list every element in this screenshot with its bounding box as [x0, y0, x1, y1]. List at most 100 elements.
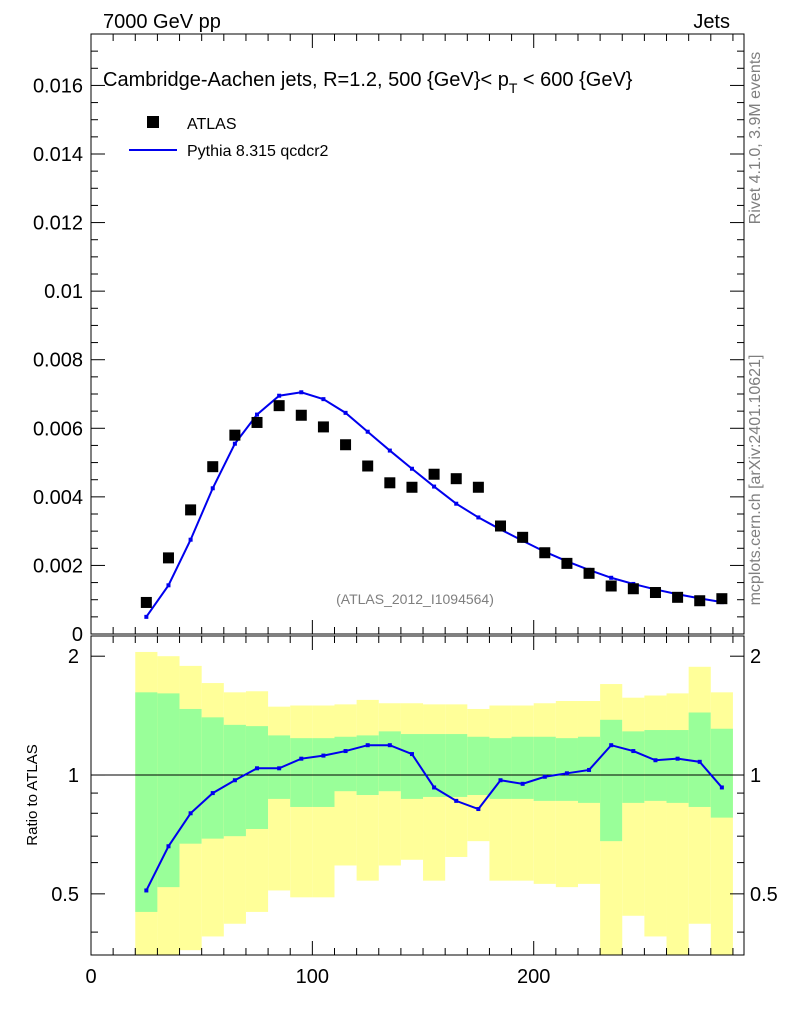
- ratio-mc-point: [653, 758, 658, 763]
- ratio-y-tick-label-left: 1: [68, 765, 79, 787]
- atlas-data-series: [140, 400, 728, 608]
- mc-point: [454, 501, 459, 506]
- mc-point: [232, 441, 237, 446]
- ratio-mc-point: [188, 811, 193, 816]
- mc-point: [609, 575, 614, 580]
- ratio-mc-point: [277, 766, 282, 771]
- legend-mc-label: Pythia 8.315 qcdcr2: [187, 143, 329, 160]
- atlas-data-point: [273, 400, 285, 412]
- atlas-data-point: [295, 409, 307, 421]
- atlas-data-point: [251, 416, 263, 428]
- band-inner-bin: [644, 730, 667, 801]
- ratio-mc-point: [387, 743, 392, 748]
- ratio-y-tick-label-right: 1: [750, 765, 761, 787]
- ratio-mc-point: [299, 756, 304, 761]
- y-tick-label: 0.004: [33, 487, 83, 509]
- band-inner-bin: [555, 738, 578, 801]
- x-tick-label: 100: [296, 966, 329, 988]
- band-inner-bin: [533, 736, 556, 801]
- band-inner-bin: [312, 738, 335, 807]
- ratio-mc-point: [166, 844, 171, 849]
- atlas-data-point: [539, 547, 551, 559]
- chart-title: Cambridge-Aachen jets, R=1.2, 500 {GeV}<…: [103, 69, 633, 96]
- mc-point: [299, 390, 304, 395]
- main-plot-frame: [90, 33, 745, 635]
- atlas-data-point: [694, 595, 706, 607]
- band-inner-bin: [356, 735, 379, 796]
- ratio-mc-point: [476, 807, 481, 812]
- y-tick-label: 0.012: [33, 213, 83, 235]
- ratio-uncertainty-bands: [135, 651, 733, 955]
- band-outer-bin: [622, 697, 645, 916]
- ratio-mc-point: [498, 778, 503, 783]
- x-tick-label: 200: [517, 966, 550, 988]
- band-inner-bin: [511, 736, 534, 799]
- mc-point: [210, 486, 215, 491]
- mc-point: [188, 537, 193, 542]
- chart-title-main: Cambridge-Aachen jets, R=1.2, 500 {GeV}<…: [103, 69, 509, 91]
- ratio-mc-point: [432, 785, 437, 790]
- band-inner-bin: [157, 693, 180, 888]
- y-tick-label: 0.008: [33, 350, 83, 372]
- atlas-data-point: [317, 421, 329, 433]
- atlas-data-point: [561, 557, 573, 569]
- ratio-mc-point: [232, 778, 237, 783]
- tick-labels: 0 0.002 0.004 0.006 0.008 0.01 0.012 0.014 0.016…: [33, 75, 778, 988]
- atlas-data-point: [340, 439, 352, 451]
- mc-point: [476, 515, 481, 520]
- ratio-mc-point: [631, 749, 636, 754]
- axis-ticks: [90, 34, 744, 955]
- atlas-data-point: [162, 552, 174, 564]
- atlas-data-point: [605, 580, 617, 592]
- mcplots-label: mcplots.cern.ch [arXiv:2401.10621]: [747, 355, 764, 606]
- atlas-data-point: [450, 473, 462, 485]
- band-inner-bin: [179, 708, 202, 844]
- legend-data-label: ATLAS: [187, 116, 237, 133]
- x-tick-label: 0: [85, 966, 96, 988]
- mc-point: [321, 397, 326, 402]
- ratio-mc-point: [144, 888, 149, 893]
- chart-title-subscript: T: [509, 80, 518, 96]
- atlas-data-point: [716, 593, 728, 605]
- ratio-mc-point: [675, 756, 680, 761]
- atlas-data-point: [229, 429, 241, 441]
- ratio-mc-point: [564, 771, 569, 776]
- band-inner-bin: [378, 731, 401, 792]
- atlas-data-point: [362, 460, 374, 472]
- y-tick-label: 0.006: [33, 418, 83, 440]
- ratio-mc-point: [609, 743, 614, 748]
- band-inner-bin: [400, 734, 424, 799]
- mc-point: [387, 448, 392, 453]
- band-inner-bin: [135, 692, 158, 912]
- atlas-data-point: [406, 481, 418, 493]
- y-tick-label: 0.016: [33, 75, 83, 97]
- mc-line: [145, 391, 723, 618]
- analysis-watermark: (ATLAS_2012_I1094564): [336, 591, 494, 607]
- band-inner-bin: [290, 738, 313, 807]
- band-inner-bin: [688, 712, 711, 807]
- ratio-mc-point: [343, 749, 348, 754]
- rivet-version-label: Rivet 4.1.0, 3.9M events: [747, 52, 764, 225]
- atlas-data-point: [428, 468, 440, 480]
- y-tick-label: 0: [72, 624, 83, 646]
- mc-point: [255, 412, 260, 417]
- y-tick-label: 0.014: [33, 144, 83, 166]
- legend-data-marker: [147, 116, 159, 128]
- atlas-data-point: [472, 481, 484, 493]
- atlas-data-point: [495, 520, 507, 532]
- ratio-mc-point: [542, 774, 547, 779]
- atlas-data-point: [672, 591, 684, 603]
- ratio-y-tick-label-right: 0.5: [750, 884, 778, 906]
- atlas-data-point: [627, 583, 639, 595]
- atlas-data-point: [583, 567, 595, 579]
- ratio-mc-point: [454, 798, 459, 803]
- ratio-y-axis-label: Ratio to ATLAS: [24, 744, 41, 845]
- y-tick-label: 0.002: [33, 555, 83, 577]
- header-left-label: 7000 GeV pp: [103, 11, 221, 33]
- band-inner-bin: [245, 726, 269, 829]
- ratio-plot-frame: [90, 635, 745, 956]
- band-inner-bin: [445, 734, 468, 797]
- ratio-mc-point: [520, 781, 525, 786]
- mc-point: [409, 466, 414, 471]
